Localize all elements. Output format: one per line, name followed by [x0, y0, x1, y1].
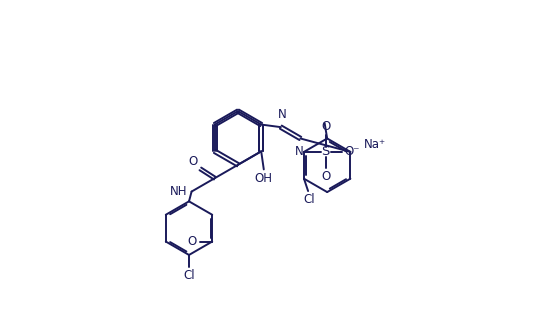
- Text: O⁻: O⁻: [344, 145, 359, 158]
- Text: O: O: [321, 170, 330, 183]
- Text: Na⁺: Na⁺: [364, 138, 387, 151]
- Text: N: N: [295, 145, 304, 158]
- Text: OH: OH: [255, 173, 273, 186]
- Text: Cl: Cl: [304, 193, 315, 206]
- Text: O: O: [321, 120, 330, 133]
- Text: NH: NH: [170, 185, 187, 198]
- Text: O: O: [188, 155, 197, 168]
- Text: N: N: [277, 108, 286, 121]
- Text: S: S: [321, 145, 330, 158]
- Text: Cl: Cl: [183, 269, 195, 282]
- Text: O: O: [187, 235, 197, 248]
